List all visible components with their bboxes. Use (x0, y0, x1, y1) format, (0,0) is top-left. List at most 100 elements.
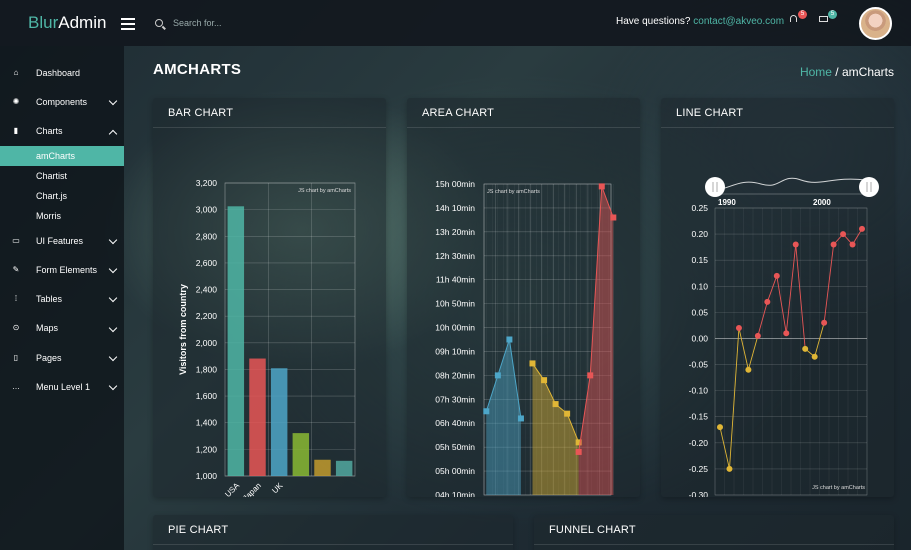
sidebar-subitem-chartjs[interactable]: Chart.js (36, 190, 68, 201)
bell-icon[interactable]: 5 (788, 10, 807, 27)
sidebar-item-dashboard[interactable]: ⌂ Dashboard (0, 58, 124, 87)
sidebar: ⌂ Dashboard ✺ Components ▮ Charts amCharts … (0, 46, 124, 550)
data-point (575, 439, 582, 446)
line-segment (757, 301, 768, 336)
y-tick-label: 11h 40min (436, 275, 475, 285)
y-tick-label: 13h 20min (435, 227, 475, 237)
menu-toggle-icon[interactable] (121, 17, 135, 30)
sidebar-item-label: Form Elements (36, 264, 98, 275)
avatar[interactable] (859, 7, 892, 40)
app-logo[interactable]: BlurAdmin (0, 13, 125, 33)
area-line-1 (485, 339, 522, 419)
chevron-down-icon (108, 352, 118, 362)
y-tick-label: 08h 20min (435, 370, 475, 380)
bar-chart-icon: ▮ (13, 126, 19, 136)
y-tick-label: 0.05 (691, 307, 708, 317)
chevron-down-icon (108, 264, 118, 274)
sidebar-item-ui-features[interactable]: ▭ UI Features (0, 226, 124, 255)
scrollbar-preview-line (716, 177, 867, 191)
chevron-down-icon (108, 97, 118, 106)
sidebar-subitem-amcharts[interactable]: amCharts (0, 145, 124, 166)
bar-series-6 (335, 460, 353, 476)
notifications-badge: 5 (798, 10, 807, 19)
y-tick-label: 1,600 (196, 391, 218, 401)
scrollbar-right-handle (859, 177, 879, 197)
breadcrumb: Home / amCharts (800, 65, 894, 79)
bar-usa (227, 206, 245, 476)
x-tick-label: Japan (241, 481, 263, 497)
sidebar-item-label: Pages (36, 352, 62, 363)
messages-badge: 5 (828, 10, 837, 19)
y-tick-label: 0.25 (691, 203, 708, 213)
data-point (783, 330, 790, 337)
x-tick-label: USA (223, 481, 241, 497)
data-point (598, 183, 605, 190)
sidebar-item-pages[interactable]: ▯ Pages (0, 343, 124, 372)
sidebar-item-charts[interactable]: ▮ Charts (0, 117, 124, 146)
search-input[interactable] (173, 18, 323, 28)
line-segment (776, 275, 787, 334)
data-point (773, 272, 780, 279)
area-line-3 (578, 186, 614, 453)
sidebar-item-tables[interactable]: ⁞ Tables (0, 284, 124, 313)
y-tick-label: -0.30 (689, 490, 709, 497)
y-tick-label: 10h 50min (435, 299, 475, 309)
y-tick-label: 2,000 (196, 338, 218, 348)
breadcrumb-current: amCharts (841, 65, 894, 79)
plot-area (714, 207, 868, 496)
chart-credit: JS chart by amCharts (298, 188, 351, 194)
scrollbar-left-handle (705, 177, 725, 197)
y-tick-label: -0.10 (689, 386, 709, 396)
y-tick-label: 3,200 (196, 178, 218, 188)
card-title: BAR CHART (153, 98, 386, 128)
data-point (564, 410, 571, 417)
x-tick-label: UK (270, 481, 285, 496)
sidebar-item-menu-level-1[interactable]: … Menu Level 1 (0, 372, 124, 401)
line-segment (729, 327, 740, 469)
chevron-down-icon (108, 294, 118, 303)
bar-uk (270, 368, 288, 476)
chevron-down-icon (108, 235, 118, 245)
sidebar-item-maps[interactable]: ⊙ Maps (0, 314, 124, 343)
y-tick-label: 14h 10min (435, 203, 475, 213)
data-point (859, 225, 865, 232)
search-box (155, 18, 323, 28)
data-point (529, 360, 536, 367)
y-tick-label: 0.15 (691, 255, 708, 265)
grid-icon: ⁞ (14, 294, 18, 304)
data-point (849, 241, 856, 248)
sidebar-subitem-morris[interactable]: Morris (36, 210, 61, 221)
data-point (830, 241, 837, 248)
card-title: AREA CHART (407, 98, 640, 128)
data-point (717, 424, 723, 431)
ellipsis-icon: … (12, 382, 20, 392)
data-point (802, 345, 809, 352)
y-tick-label: 07h 30min (435, 394, 475, 404)
y-tick-label: 1,200 (196, 444, 218, 454)
data-point (792, 241, 799, 248)
help-email-link[interactable]: contact@akveo.com (693, 16, 785, 27)
sidebar-item-label: Maps (36, 323, 59, 334)
card-title: FUNNEL CHART (534, 515, 894, 545)
mail-icon[interactable]: 5 (818, 10, 837, 27)
sidebar-subitem-chartist[interactable]: Chartist (36, 170, 68, 181)
y-tick-label: 2,200 (196, 311, 218, 321)
y-tick-label: 04h 10min (435, 490, 475, 497)
data-point (506, 336, 513, 343)
y-tick-label: 3,000 (196, 205, 218, 215)
breadcrumb-home-link[interactable]: Home (799, 65, 832, 79)
plot-area (224, 182, 356, 477)
chevron-down-icon (108, 323, 118, 333)
y-tick-label: 12h 30min (435, 251, 475, 261)
y-tick-label: 0.00 (691, 333, 708, 343)
sidebar-item-components[interactable]: ✺ Components (0, 87, 124, 116)
bar-series-4 (292, 433, 310, 476)
data-point (483, 408, 490, 415)
line-segment (814, 322, 825, 357)
y-tick-label: 06h 40min (435, 418, 475, 428)
edit-icon: ✎ (12, 264, 20, 274)
sidebar-item-form-elements[interactable]: ✎ Form Elements (0, 255, 124, 284)
line-segment (738, 327, 749, 370)
sidebar-item-label: Components (36, 96, 88, 107)
data-point (587, 372, 594, 379)
